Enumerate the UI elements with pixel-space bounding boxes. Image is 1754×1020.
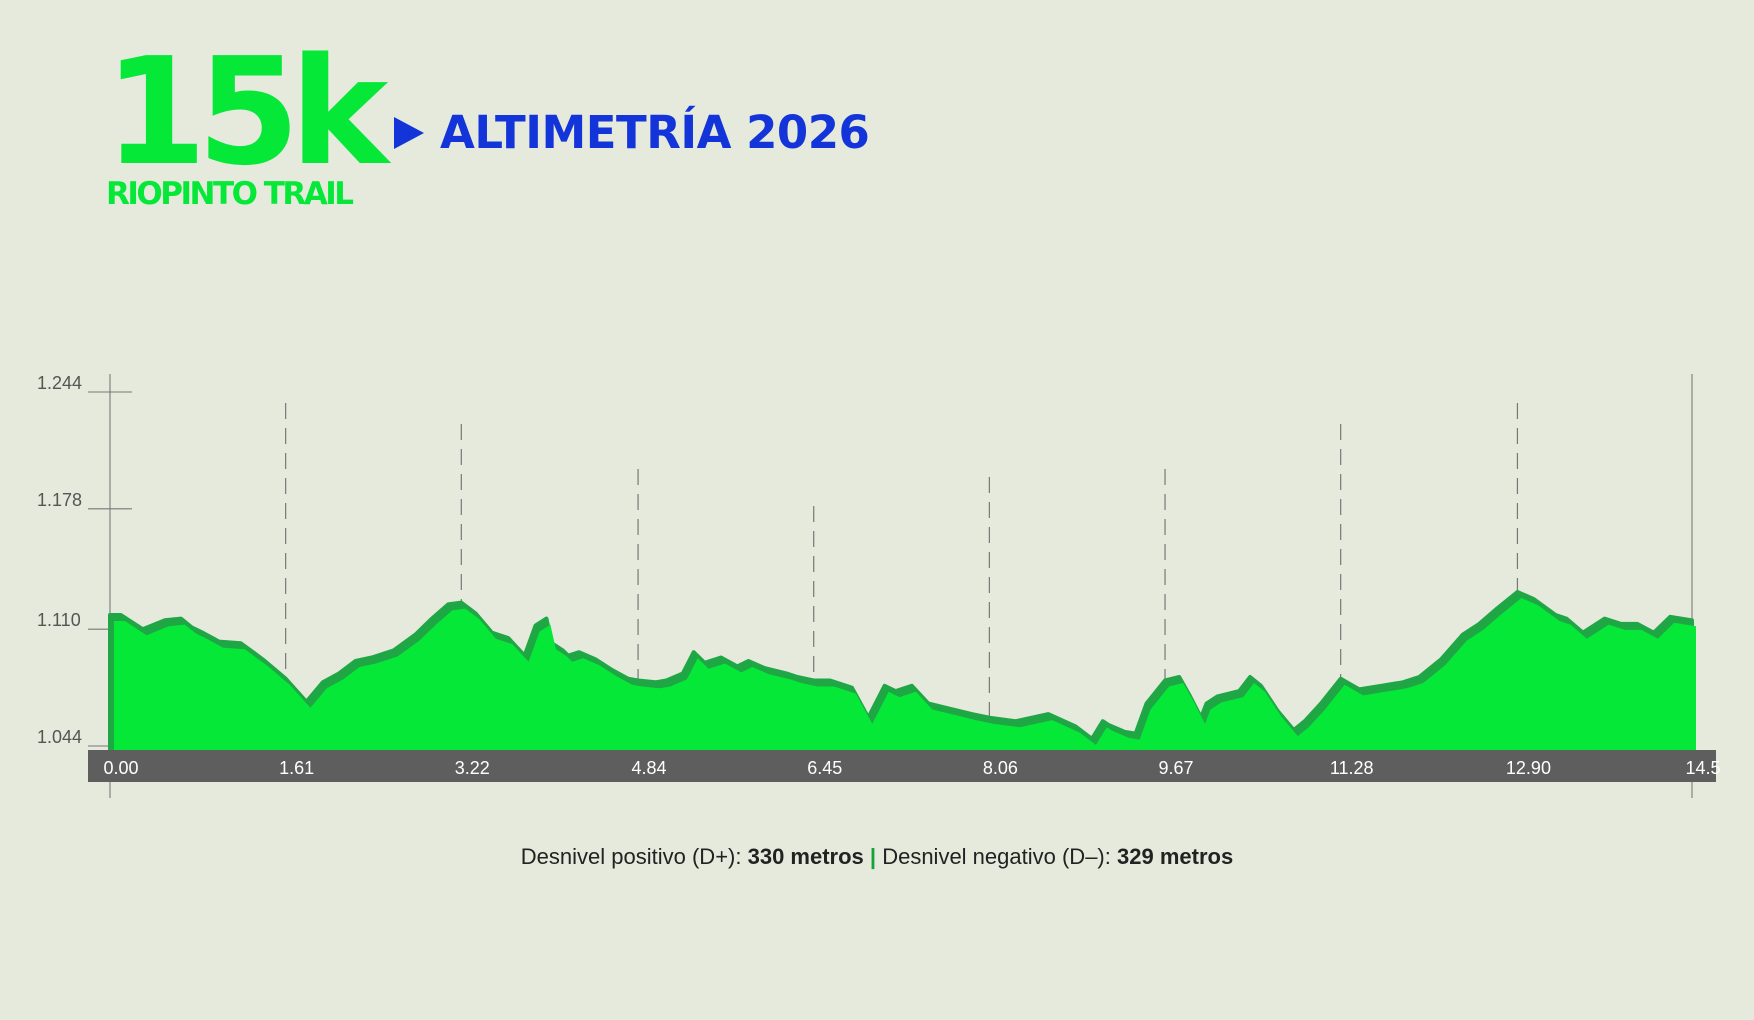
- elevation-summary: Desnivel positivo (D+): 330 metros | Des…: [0, 844, 1754, 870]
- x-tick-label: 12.90: [1506, 758, 1551, 778]
- logo-distance: 15k: [104, 26, 388, 198]
- x-tick-label: 3.22: [455, 758, 490, 778]
- y-tick-label: 1.044: [37, 727, 82, 747]
- x-tick-label: 1.61: [279, 758, 314, 778]
- x-tick-label: 0.00: [103, 758, 138, 778]
- play-triangle-icon: [394, 117, 424, 149]
- y-tick-label: 1.244: [37, 373, 82, 393]
- elevation-area-fill: [114, 598, 1696, 756]
- x-axis-band: [88, 750, 1716, 782]
- y-tick-label: 1.110: [37, 610, 81, 630]
- dplus-value: 330 metros: [747, 844, 864, 869]
- x-axis-bar: [88, 750, 1716, 782]
- x-tick-label: 6.45: [807, 758, 842, 778]
- x-tick-label: 11.28: [1330, 758, 1374, 778]
- summary-separator: |: [869, 844, 877, 869]
- dminus-label: Desnivel negativo (D–):: [882, 844, 1111, 869]
- dminus-value: 329 metros: [1117, 844, 1234, 869]
- x-tick-label: 4.84: [632, 758, 667, 778]
- x-tick-label: 9.67: [1159, 758, 1194, 778]
- logo-event-name: RIOPINTO TRAIL: [106, 176, 354, 212]
- elevation-area: [108, 590, 1696, 756]
- x-tick-label: 14.5: [1685, 758, 1720, 778]
- tick-labels: 1.244 1.178 1.110 1.044 0.00 1.61 3.22 4.84 6.45…: [37, 373, 1721, 778]
- page-title: ALTIMETRÍA 2026: [440, 106, 870, 159]
- y-tick-label: 1.178: [37, 490, 82, 510]
- x-tick-label: 8.06: [983, 758, 1018, 778]
- event-logo: 15k RIOPINTO TRAIL: [104, 26, 388, 218]
- dplus-label: Desnivel positivo (D+):: [520, 844, 742, 869]
